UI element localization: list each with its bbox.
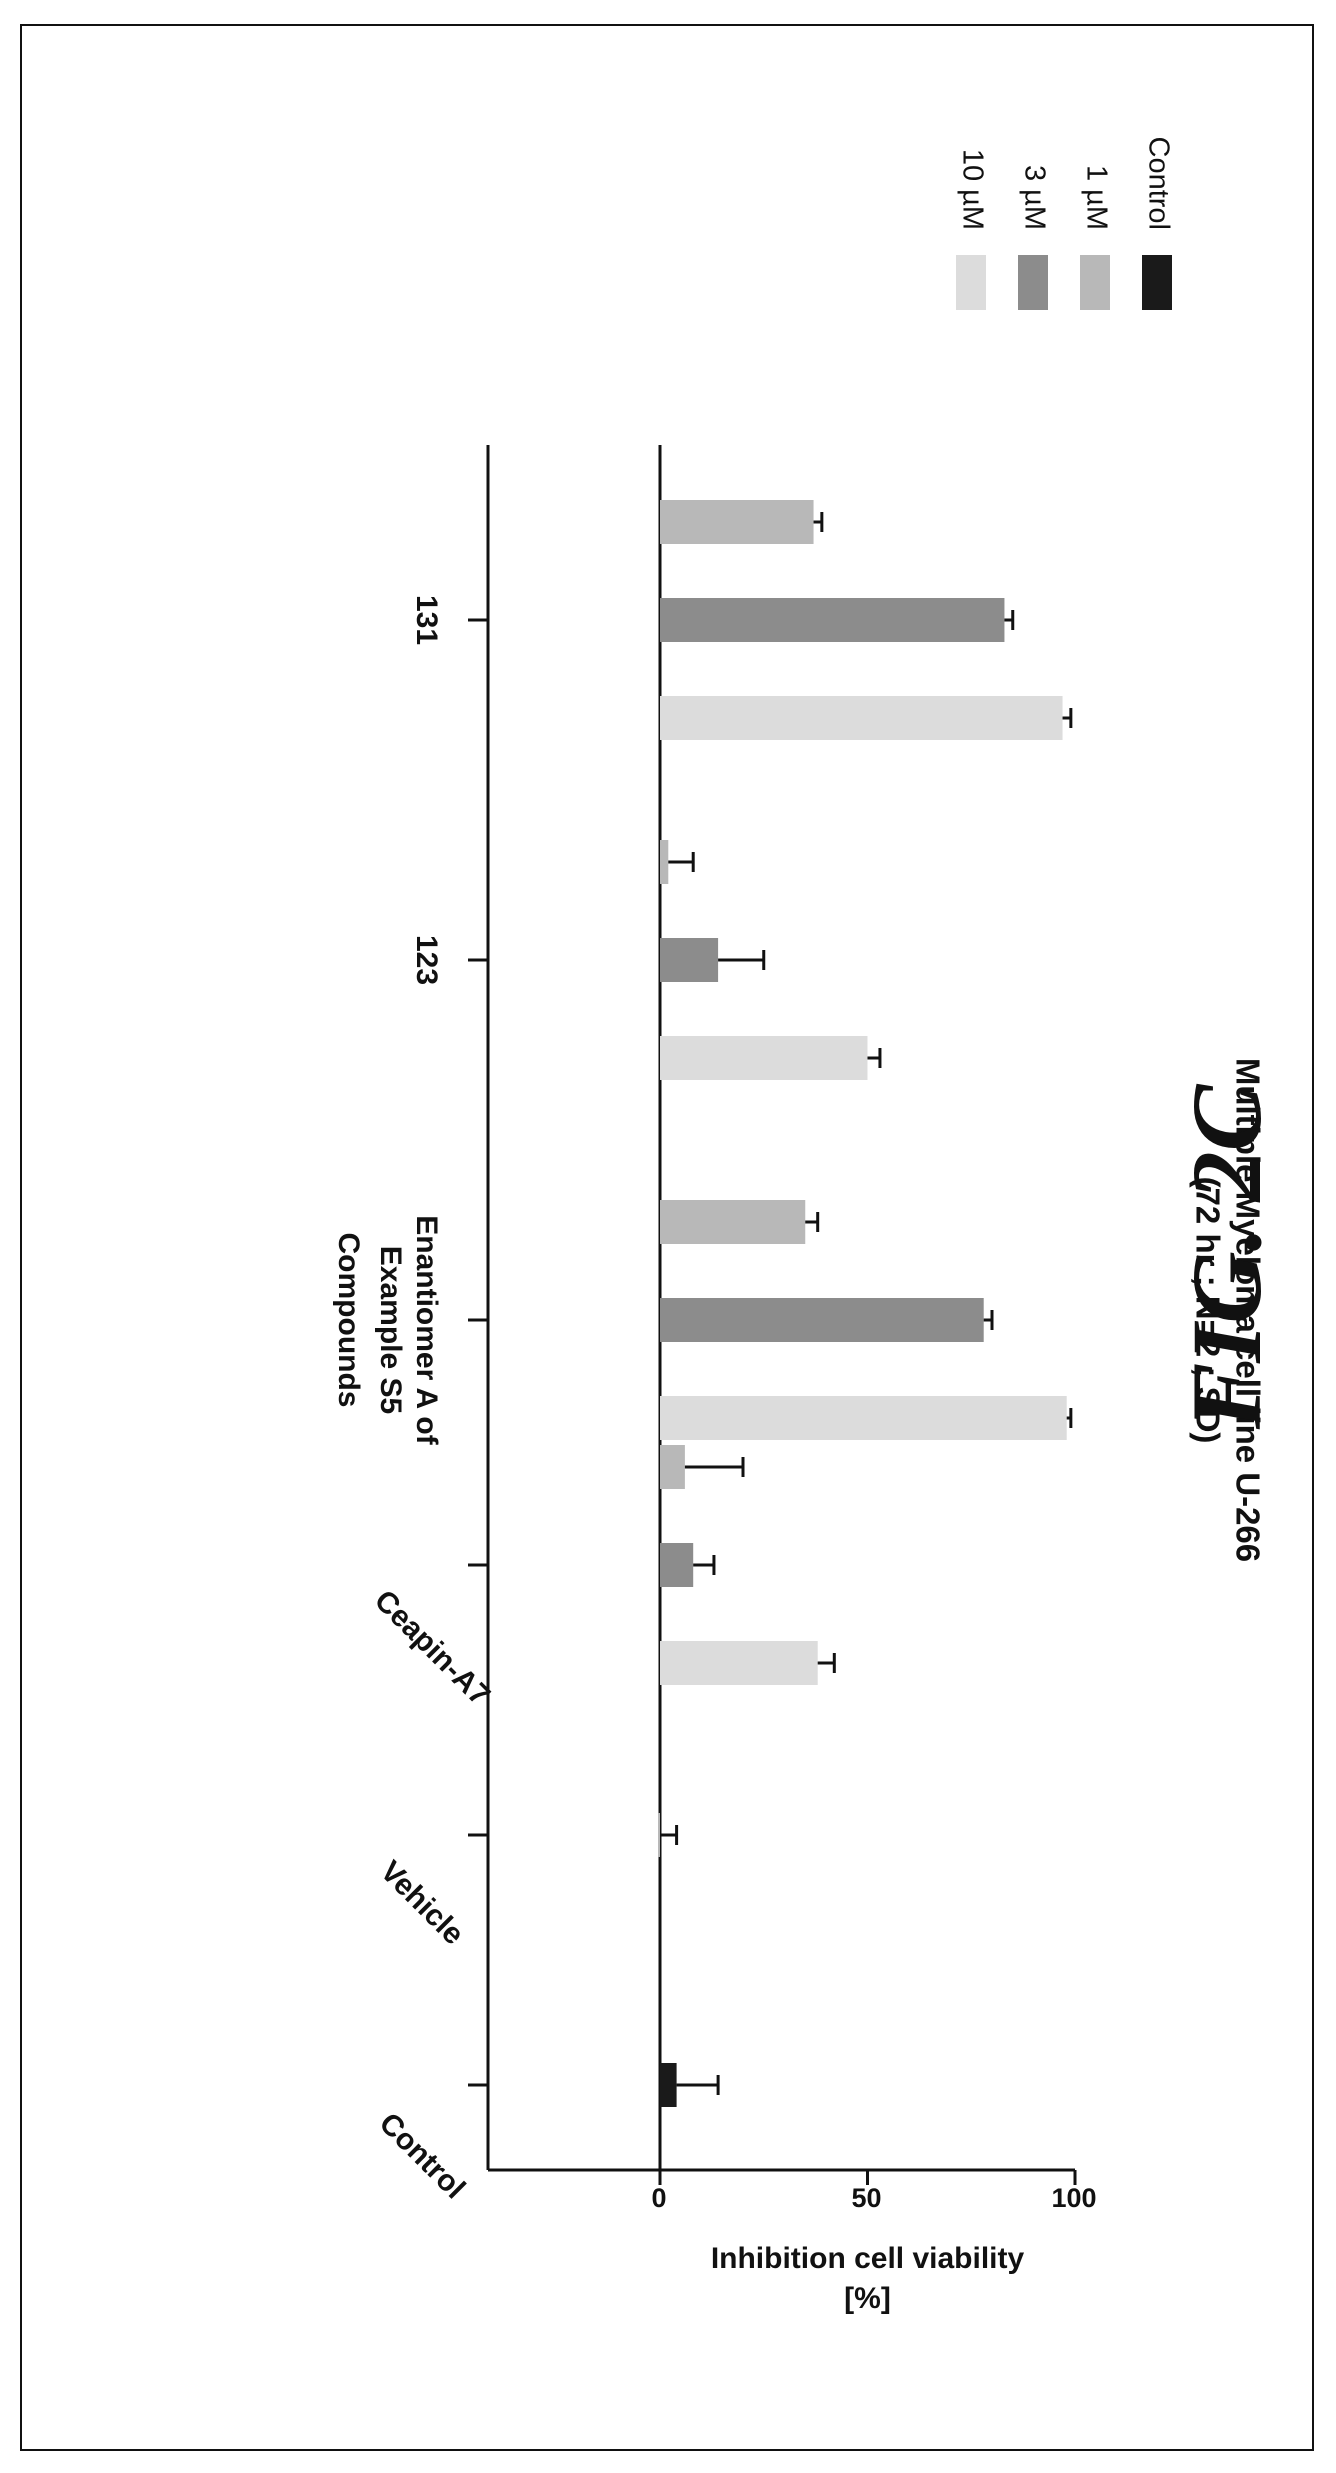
x-tick-label: Example S5 (374, 1246, 407, 1414)
bar (660, 1641, 818, 1685)
x-tick-label: Vehicle (374, 1855, 470, 1951)
y-tick-label: 100 (1051, 2183, 1096, 2213)
figure-frame (20, 24, 1314, 2451)
bar (660, 840, 669, 884)
bar (658, 1813, 660, 1857)
plot-area: 0 50 100 Control Vehicle Ceapin-A7 Enantiomer … (332, 137, 1266, 2315)
chart-title: Multiple Myeloma cell line U-266 (1229, 1058, 1266, 1562)
bar (660, 1036, 868, 1080)
chart-subtitle: (72 hr ; N=2 ; SD) (1189, 1177, 1226, 1444)
x-tick-label: Control (373, 2107, 472, 2206)
legend-label: 10 µM (956, 149, 988, 230)
legend-label: Control (1142, 137, 1174, 231)
bar (660, 598, 1005, 642)
y-axis-unit: [%] (844, 2282, 891, 2315)
y-axis-title: Inhibition cell viability (711, 2242, 1025, 2275)
x-tick-label: Enantiomer A of (410, 1215, 443, 1445)
bar (660, 500, 814, 544)
y-tick-label: 0 (651, 2183, 666, 2213)
bar (660, 2063, 677, 2107)
y-tick-label: 50 (851, 2183, 881, 2213)
bar (660, 1445, 685, 1489)
legend-label: 1 µM (1080, 165, 1112, 230)
x-tick-label: Ceapin-A7 (368, 1584, 496, 1712)
legend-swatch (956, 255, 986, 310)
legend-label: 3 µM (1018, 165, 1050, 230)
x-tick-label: 131 (410, 595, 443, 645)
rotated-chart-content: 0 50 100 Control Vehicle Ceapin-A7 Enantiomer … (332, 137, 1266, 2315)
legend-swatch (1142, 255, 1172, 310)
figure-label: FIG. 2C (1171, 1083, 1282, 1430)
bar (660, 1298, 984, 1342)
legend-swatch (1018, 255, 1048, 310)
bar (660, 1396, 1067, 1440)
x-axis-title: Compounds (332, 1233, 365, 1408)
bar (660, 1543, 694, 1587)
x-tick-label: 123 (410, 935, 443, 985)
bar (660, 938, 719, 982)
legend-swatch (1080, 255, 1110, 310)
bar (660, 1200, 806, 1244)
bar (660, 696, 1063, 740)
